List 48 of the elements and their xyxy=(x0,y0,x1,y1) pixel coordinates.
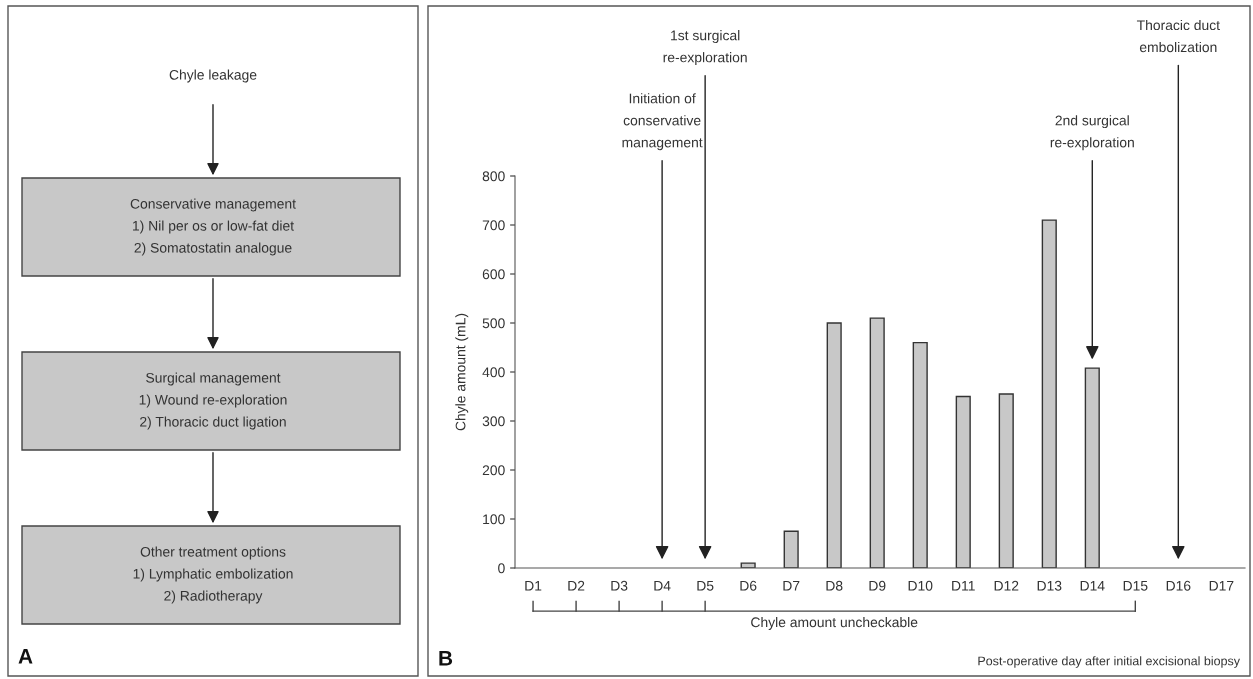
x-tick-label: D16 xyxy=(1166,580,1191,591)
bar xyxy=(1084,367,1100,568)
text: Chyle amount uncheckable xyxy=(751,617,918,630)
y-tick-label: 600 xyxy=(482,269,505,280)
y-tick-label: 200 xyxy=(482,465,505,476)
text: 2nd surgical re-exploration xyxy=(1050,115,1134,151)
x-tick-label: D11 xyxy=(952,581,975,591)
x-tick-label: D14 xyxy=(1080,581,1105,591)
text: Thoracic duct embolization xyxy=(1136,19,1220,53)
bar xyxy=(869,317,885,568)
y-tick-label: 700 xyxy=(482,220,505,231)
x-tick-label: D4 xyxy=(654,581,671,591)
bar xyxy=(783,530,799,568)
y-tick-label: 0 xyxy=(498,563,505,574)
text: Other treatment options 1) Lymphatic embolization 2) Radiotherapy xyxy=(133,546,293,604)
x-tick-label: D12 xyxy=(994,580,1019,591)
y-tick-label: 100 xyxy=(483,514,505,525)
x-tick-label: D6 xyxy=(740,580,757,591)
x-axis-title: Post-operative day after initial excisional biopsy xyxy=(978,656,1240,668)
y-tick-label: 500 xyxy=(482,318,505,329)
text: Initiation of conservative management xyxy=(622,93,703,151)
text: Conservative management 1) Nil per os or low-fat diet 2) Somatostatin analogue xyxy=(130,198,296,256)
text: Surgical management 1) Wound re-exploration 2) Thoracic duct ligation xyxy=(139,372,287,430)
x-tick-label: D3 xyxy=(611,580,628,591)
bar xyxy=(955,395,971,568)
x-tick-label: D15 xyxy=(1123,581,1148,591)
y-axis-title: Chyle amount (mL) xyxy=(455,313,469,431)
x-tick-label: D17 xyxy=(1209,581,1234,591)
bar xyxy=(826,322,842,568)
bar xyxy=(912,341,928,568)
text: Chyle leakage xyxy=(169,69,257,83)
x-tick-label: D8 xyxy=(826,580,843,591)
bar xyxy=(740,562,756,568)
y-tick-label: 300 xyxy=(482,416,505,427)
text: B xyxy=(439,651,453,666)
x-tick-label: D13 xyxy=(1037,580,1062,591)
text: A xyxy=(18,649,33,664)
text: 1st surgical re-exploration xyxy=(663,30,747,66)
x-tick-label: D5 xyxy=(697,581,714,591)
x-tick-label: D2 xyxy=(568,580,585,591)
y-tick-label: 400 xyxy=(482,367,505,378)
x-tick-label: D1 xyxy=(525,581,542,591)
y-tick-label: 800 xyxy=(482,171,505,182)
x-tick-label: D10 xyxy=(908,580,933,591)
bar xyxy=(1041,219,1057,568)
x-tick-label: D9 xyxy=(869,580,886,591)
x-tick-label: D7 xyxy=(783,581,800,591)
bar xyxy=(998,393,1014,568)
